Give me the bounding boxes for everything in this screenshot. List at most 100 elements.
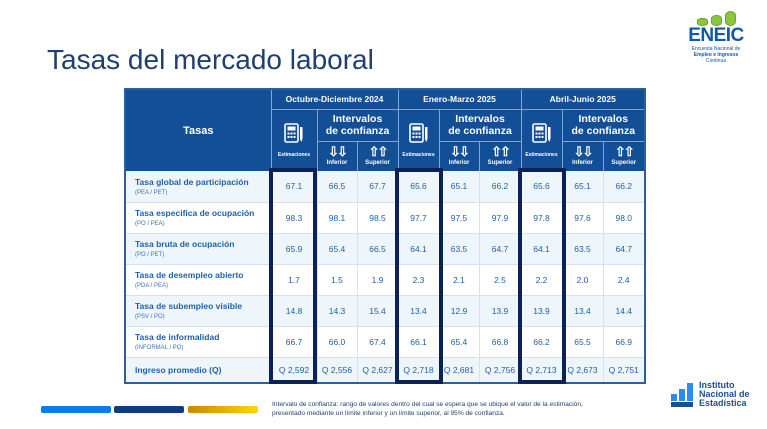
value-cell: Q 2,756	[479, 357, 522, 384]
value-cell: Q 2,718	[398, 357, 440, 384]
value-cell: 66.2	[603, 171, 646, 203]
value-cell: 65.4	[317, 233, 358, 265]
table-row: Tasa de desempleo abierto (PDA / PEA) 1.7 1…	[125, 264, 646, 296]
arrows-up-icon: ⇧⇧	[614, 143, 635, 159]
value-cell: Q 2,592	[271, 357, 318, 384]
value-cell: 64.1	[521, 233, 563, 265]
superior-label: Superior	[365, 159, 390, 166]
table-row: Tasa global de participación (PEA / PET) 6…	[125, 171, 646, 203]
value-cell: 67.1	[271, 171, 318, 203]
rate-name: Tasa especifica de ocupación	[135, 208, 255, 218]
value-cell: 15.4	[357, 295, 399, 327]
rate-formula: (PO / PEA)	[135, 221, 165, 227]
inferior-label: Inferior	[572, 159, 593, 166]
table-row: Tasa especifica de ocupación (PO / PEA) 98…	[125, 202, 646, 234]
value-cell: 1.7	[271, 264, 318, 296]
arrows-down-icon: ⇩⇩	[450, 143, 470, 159]
logo-subtitle: Empleo e Ingresos	[693, 52, 739, 58]
coins-icon	[676, 10, 756, 26]
table-row: Tasa de subempleo visible (PSV / PO) 14.8 1…	[125, 295, 646, 327]
value-cell: 65.6	[398, 171, 440, 203]
value-cell: 65.1	[562, 171, 604, 203]
value-cell: 2.5	[479, 264, 522, 296]
inferior-header: ⇩⇩ Inferior	[439, 141, 480, 171]
value-cell: 2.2	[521, 264, 563, 296]
value-cell: Q 2,627	[357, 357, 399, 384]
ine-name: Nacional de	[699, 389, 750, 399]
header-tasas: Tasas	[125, 89, 272, 171]
superior-header: ⇧⇧ Superior	[357, 141, 399, 171]
inferior-header: ⇩⇩ Inferior	[562, 141, 604, 171]
period-header: Abril-Junio 2025	[521, 89, 646, 110]
calculator-icon	[408, 123, 427, 144]
value-cell: 66.2	[521, 326, 563, 358]
row-label: Tasa de subempleo visible (PSV / PO)	[125, 295, 272, 327]
row-label: Tasa de informalidad (INFORMAL / PO)	[125, 326, 272, 358]
row-label: Ingreso promedio (Q)	[125, 357, 272, 384]
value-cell: 66.0	[317, 326, 358, 358]
value-cell: 64.1	[398, 233, 440, 265]
value-cell: Q 2,556	[317, 357, 358, 384]
footnote: Intervalo de confianza: rango de valores…	[272, 401, 583, 417]
value-cell: Q 2,673	[562, 357, 604, 384]
eneic-logo: ENEIC Encuesta Nacional de Empleo e Ingr…	[676, 10, 756, 64]
inferior-label: Inferior	[448, 159, 470, 166]
rate-formula: (PDA / PEA)	[135, 283, 169, 289]
value-cell: 2.0	[562, 264, 604, 296]
value-cell: 1.9	[357, 264, 399, 296]
value-cell: 97.5	[439, 202, 480, 234]
value-cell: 2.3	[398, 264, 440, 296]
estimaciones-header: Estimaciones	[521, 109, 563, 171]
value-cell: Q 2,681	[439, 357, 480, 384]
value-cell: 13.9	[479, 295, 522, 327]
value-cell: 63.5	[439, 233, 480, 265]
rate-name: Tasa de informalidad	[135, 332, 220, 342]
intervals-header: Intervalos de confianza	[317, 109, 399, 142]
value-cell: 65.4	[439, 326, 480, 358]
intervals-label: Intervalos	[455, 113, 505, 125]
value-cell: 64.7	[603, 233, 646, 265]
decor-bar-gold	[188, 406, 258, 413]
logo-subtitle: Encuesta Nacional de	[691, 46, 741, 52]
period-header: Octubre-Diciembre 2024	[271, 89, 399, 110]
rate-formula: (INFORMAL / PO)	[135, 345, 184, 351]
value-cell: 67.7	[357, 171, 399, 203]
row-label: Tasa especifica de ocupación (PO / PEA)	[125, 202, 272, 234]
value-cell: 2.1	[439, 264, 480, 296]
value-cell: 14.3	[317, 295, 358, 327]
calculator-icon	[531, 123, 550, 144]
row-label: Tasa global de participación (PEA / PET)	[125, 171, 272, 203]
value-cell: 66.1	[398, 326, 440, 358]
ine-bars-icon	[671, 382, 693, 407]
logo-subtitle: Continua	[705, 58, 726, 64]
value-cell: 66.5	[357, 233, 399, 265]
calculator-icon	[284, 123, 303, 144]
rate-name: Tasa de subempleo visible	[135, 301, 243, 311]
value-cell: 63.5	[562, 233, 604, 265]
value-cell: 66.8	[479, 326, 522, 358]
value-cell: 98.0	[603, 202, 646, 234]
rate-formula: (PSV / PO)	[135, 314, 165, 320]
value-cell: 64.7	[479, 233, 522, 265]
estimaciones-label: Estimaciones	[525, 152, 558, 159]
value-cell: 97.8	[521, 202, 563, 234]
value-cell: 65.9	[271, 233, 318, 265]
value-cell: 14.4	[603, 295, 646, 327]
value-cell: 14.8	[271, 295, 318, 327]
rate-name: Tasa bruta de ocupación	[135, 239, 235, 249]
rate-formula: (PO / PET)	[135, 252, 165, 258]
value-cell: 13.4	[398, 295, 440, 327]
table-row: Tasa bruta de ocupación (PO / PET) 65.9 65.…	[125, 233, 646, 265]
rate-formula: (PEA / PET)	[135, 189, 168, 196]
inferior-header: ⇩⇩ Inferior	[317, 141, 358, 171]
ine-name: Estadística	[699, 398, 747, 408]
intervals-label: de confianza	[448, 125, 512, 137]
intervals-header: Intervalos de confianza	[562, 109, 646, 142]
ine-name: Instituto	[699, 380, 735, 390]
intervals-label: de confianza	[325, 125, 390, 137]
value-cell: 65.1	[439, 171, 480, 203]
value-cell: 13.9	[521, 295, 563, 327]
value-cell: 98.5	[357, 202, 399, 234]
arrows-up-icon: ⇧⇧	[368, 143, 389, 159]
intervals-label: Intervalos	[578, 113, 629, 125]
